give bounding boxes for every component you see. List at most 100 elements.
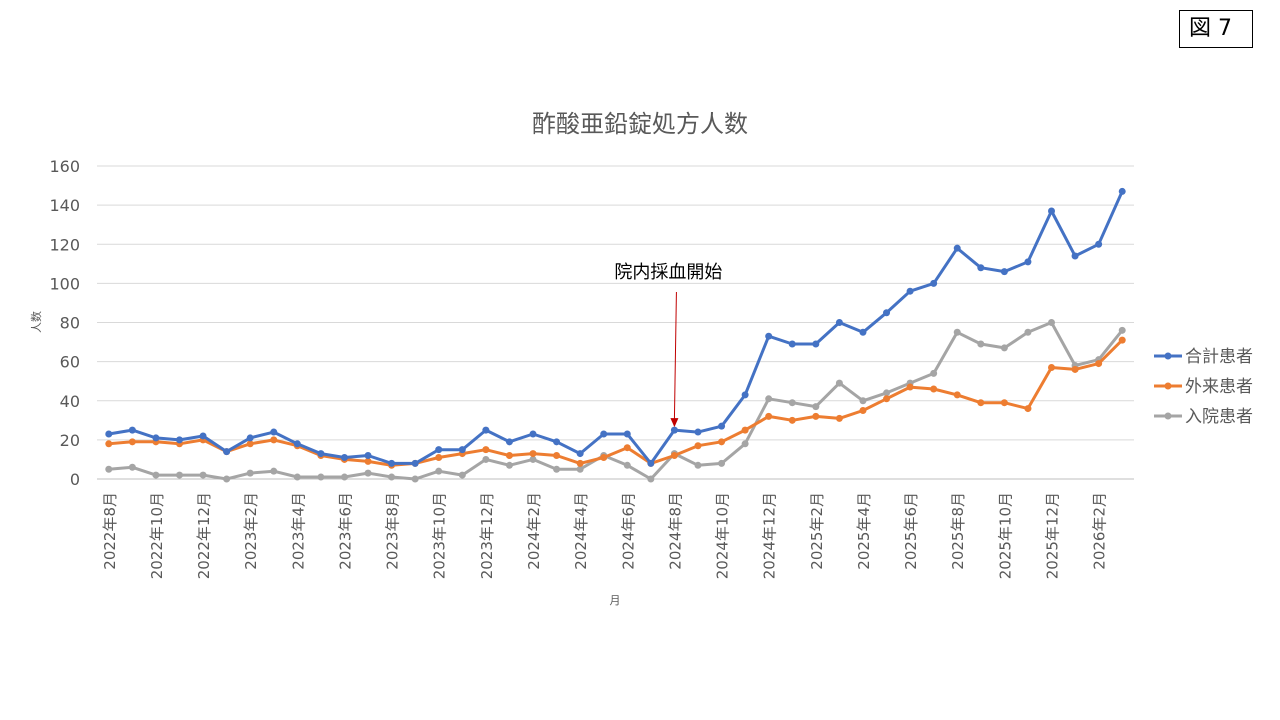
- data-point: [1071, 365, 1079, 373]
- data-point: [647, 475, 655, 483]
- data-point: [576, 459, 584, 467]
- data-point: [600, 430, 608, 438]
- series-合計患者: [105, 187, 1126, 467]
- data-point: [246, 440, 254, 448]
- data-point: [1071, 252, 1079, 260]
- data-point: [930, 385, 938, 393]
- data-point: [647, 459, 655, 467]
- data-point: [1118, 187, 1126, 195]
- data-point: [128, 426, 136, 434]
- legend-item: 外来患者: [1154, 377, 1253, 397]
- data-point: [1118, 326, 1126, 334]
- x-tick-label: 2024年2月: [525, 492, 543, 570]
- gridlines: [97, 165, 1134, 480]
- y-tick-label: 60: [60, 353, 80, 372]
- data-point: [883, 309, 891, 317]
- data-point: [340, 453, 348, 461]
- data-point: [741, 391, 749, 399]
- data-point: [175, 471, 183, 479]
- data-point: [812, 412, 820, 420]
- x-tick-label: 2022年10月: [148, 492, 166, 579]
- y-tick-label: 140: [49, 196, 80, 215]
- data-point: [152, 471, 160, 479]
- x-tick-label: 2023年8月: [384, 492, 402, 570]
- x-tick-label: 2022年12月: [195, 492, 213, 579]
- y-tick-label: 120: [49, 235, 80, 254]
- annotation: 院内採血開始: [614, 262, 722, 428]
- data-point: [670, 426, 678, 434]
- annotation-arrow: [673, 291, 677, 420]
- data-point: [199, 432, 207, 440]
- x-tick-label: 2025年2月: [808, 492, 826, 570]
- data-point: [835, 414, 843, 422]
- data-point: [152, 434, 160, 442]
- data-point: [411, 459, 419, 467]
- data-point: [270, 436, 278, 444]
- data-point: [199, 471, 207, 479]
- data-point: [505, 452, 513, 460]
- legend-swatch-marker: [1164, 382, 1172, 390]
- data-point: [175, 436, 183, 444]
- y-tick-label: 80: [60, 314, 80, 333]
- data-point: [953, 328, 961, 336]
- data-point: [812, 403, 820, 411]
- x-tick-label: 2025年10月: [996, 492, 1014, 579]
- data-point: [953, 391, 961, 399]
- data-point: [694, 428, 702, 436]
- series-line: [108, 339, 1124, 467]
- data-point: [623, 461, 631, 469]
- data-point: [930, 369, 938, 377]
- data-point: [1118, 336, 1126, 344]
- data-point: [883, 389, 891, 397]
- data-point: [977, 399, 985, 407]
- data-point: [105, 430, 113, 438]
- data-point: [293, 473, 301, 481]
- data-point: [270, 467, 278, 475]
- data-point: [1048, 319, 1056, 326]
- data-point: [364, 452, 372, 460]
- data-point: [977, 264, 985, 272]
- data-point: [435, 446, 443, 454]
- x-tick-label: 2023年4月: [289, 492, 307, 570]
- data-point: [340, 473, 348, 481]
- x-tick-label: 2024年4月: [572, 492, 590, 570]
- data-point: [364, 469, 372, 477]
- data-point: [1048, 363, 1056, 371]
- y-tick-label: 160: [49, 157, 80, 176]
- data-point: [906, 383, 914, 391]
- data-point: [718, 459, 726, 467]
- data-point: [623, 430, 631, 438]
- figure-label: 図 7: [1179, 10, 1253, 48]
- x-tick-label: 2024年12月: [761, 492, 779, 579]
- y-tick-labels: 0 20 40 60 80 100 120 140 160: [49, 157, 80, 489]
- data-point: [223, 448, 231, 456]
- data-point: [859, 328, 867, 336]
- data-point: [435, 453, 443, 461]
- x-tick-label: 2024年8月: [666, 492, 684, 570]
- data-point: [458, 446, 466, 454]
- y-tick-label: 0: [70, 470, 80, 489]
- data-point: [317, 450, 325, 458]
- data-point: [1095, 240, 1103, 248]
- series-外来患者: [105, 336, 1126, 469]
- annotation-arrowhead: [670, 418, 679, 428]
- data-point: [741, 426, 749, 434]
- data-point: [105, 465, 113, 473]
- data-point: [694, 442, 702, 450]
- data-point: [223, 475, 231, 483]
- chart-title: 酢酸亜鉛錠処方人数: [532, 110, 748, 138]
- data-point: [529, 430, 537, 438]
- data-point: [388, 473, 396, 481]
- data-point: [977, 340, 985, 348]
- x-tick-label: 2026年2月: [1091, 492, 1109, 570]
- data-point: [458, 471, 466, 479]
- data-point: [435, 467, 443, 475]
- data-point: [105, 440, 113, 448]
- data-point: [553, 452, 561, 460]
- data-point: [388, 459, 396, 467]
- data-point: [1000, 399, 1008, 407]
- data-point: [317, 473, 325, 481]
- x-tick-labels: 2022年8月 2022年10月 2022年12月 2023年2月 2023年4月 202…: [101, 492, 1109, 579]
- series-line: [108, 321, 1124, 481]
